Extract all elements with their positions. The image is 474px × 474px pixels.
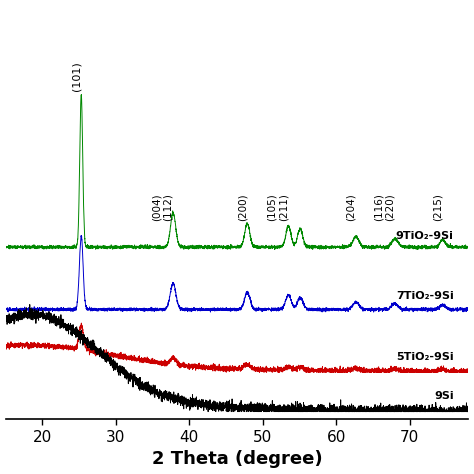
Text: 9TiO₂-9Si: 9TiO₂-9Si (396, 231, 454, 241)
Text: 5TiO₂-9Si: 5TiO₂-9Si (396, 352, 454, 362)
Text: 9Si: 9Si (434, 391, 454, 401)
Text: (116)
(220): (116) (220) (374, 193, 395, 221)
X-axis label: 2 Theta (degree): 2 Theta (degree) (152, 450, 322, 468)
Text: (101): (101) (71, 62, 81, 91)
Text: (215): (215) (433, 193, 443, 221)
Text: (105)
(211): (105) (211) (267, 193, 289, 221)
Text: (004)
(112): (004) (112) (152, 193, 173, 221)
Text: (200): (200) (237, 193, 247, 221)
Text: 7TiO₂-9Si: 7TiO₂-9Si (396, 292, 454, 301)
Text: (204): (204) (346, 193, 356, 221)
